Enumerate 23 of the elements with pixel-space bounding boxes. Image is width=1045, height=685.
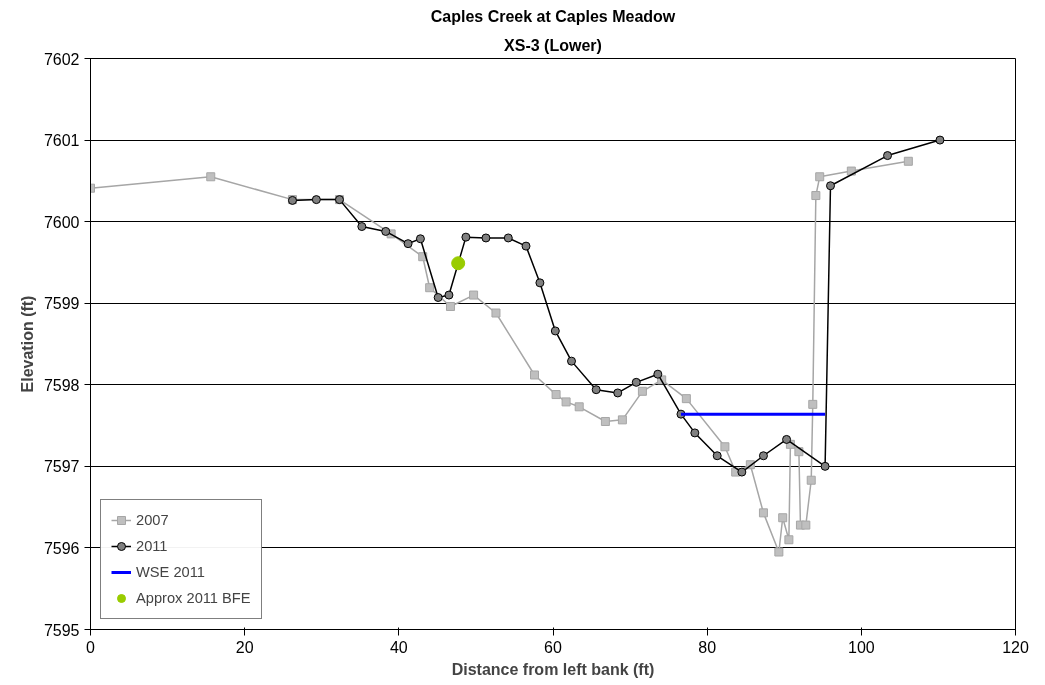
x-tick-label: 120 [1002, 638, 1029, 656]
x-tick-label: 100 [847, 638, 875, 656]
y-tick-label: 7599 [43, 295, 80, 313]
y-axis-title: Elevation (ft) [18, 295, 36, 393]
legend-label: WSE 2011 [136, 564, 205, 580]
y-tick-label: 7597 [43, 458, 80, 476]
x-axis-title: Distance from left bank (ft) [451, 660, 655, 678]
x-tick-label: 0 [86, 638, 96, 656]
y-tick-label: 7598 [43, 376, 80, 394]
y-tick-label: 7595 [43, 621, 80, 639]
legend-label: 2011 [136, 538, 168, 554]
y-tick-label: 7601 [43, 132, 80, 150]
y-tick-label: 7602 [43, 50, 80, 68]
x-tick-label: 60 [544, 638, 562, 656]
x-tick-label: 40 [389, 638, 408, 656]
y-tick-label: 7596 [43, 539, 80, 557]
x-tick-label: 20 [235, 638, 254, 656]
legend-label: 2007 [136, 512, 169, 528]
y-tick-label: 7600 [43, 213, 80, 231]
chart-title: Caples Creek at Caples Meadow [430, 7, 676, 25]
legend-label: Approx 2011 BFE [136, 590, 251, 606]
x-tick-label: 80 [698, 638, 717, 656]
chart-subtitle: XS-3 (Lower) [504, 36, 602, 54]
